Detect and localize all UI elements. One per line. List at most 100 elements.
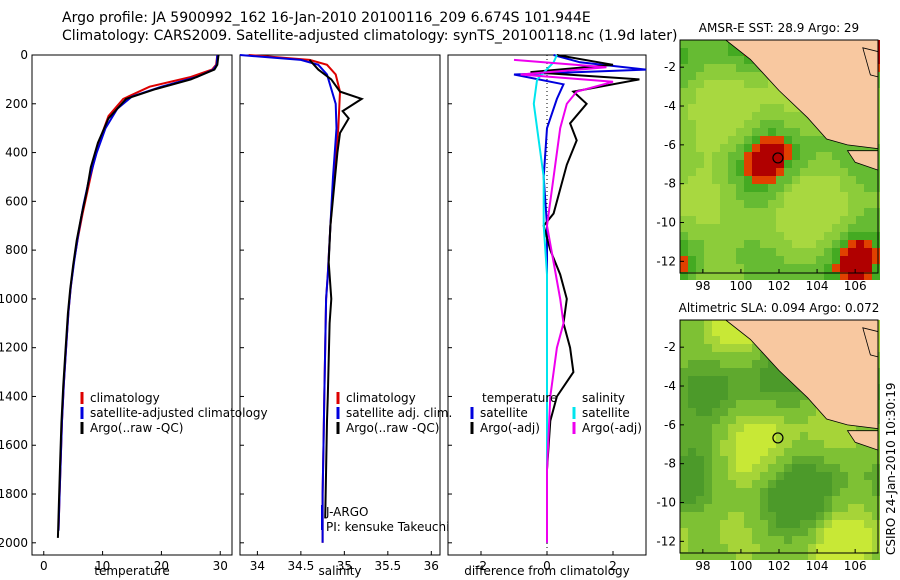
map-cell bbox=[752, 264, 760, 272]
map-cell bbox=[696, 200, 704, 208]
map-cell bbox=[784, 208, 792, 216]
map-cell bbox=[792, 504, 800, 512]
map-cell bbox=[680, 408, 688, 416]
map-cell bbox=[744, 232, 752, 240]
map-cell bbox=[696, 520, 704, 528]
map-cell bbox=[784, 128, 792, 136]
map-cell bbox=[712, 224, 720, 232]
map-cell bbox=[760, 80, 768, 88]
map-cell bbox=[752, 112, 760, 120]
map-cell bbox=[680, 152, 688, 160]
map-cell bbox=[768, 440, 776, 448]
map-cell bbox=[768, 176, 776, 184]
map-cell bbox=[816, 432, 824, 440]
map-cell bbox=[712, 272, 720, 280]
map-cell bbox=[680, 464, 688, 472]
map-cell bbox=[736, 472, 744, 480]
map-cell bbox=[832, 192, 840, 200]
map-cell bbox=[728, 520, 736, 528]
map-cell bbox=[808, 152, 816, 160]
map-cell bbox=[688, 376, 696, 384]
map-cell bbox=[816, 272, 824, 280]
map-cell bbox=[696, 72, 704, 80]
map-cell bbox=[864, 552, 872, 560]
map-cell bbox=[704, 344, 712, 352]
map-cell bbox=[800, 208, 808, 216]
x-tick-label: 100 bbox=[729, 279, 752, 293]
map-cell bbox=[688, 56, 696, 64]
map-cell bbox=[744, 240, 752, 248]
map-cell bbox=[688, 448, 696, 456]
map-cell bbox=[824, 184, 832, 192]
x-axis-label: salinity bbox=[318, 564, 361, 578]
map-cell bbox=[824, 432, 832, 440]
map-title: AMSR-E SST: 28.9 Argo: 29 bbox=[699, 21, 859, 35]
map-cell bbox=[688, 72, 696, 80]
map-cell bbox=[832, 216, 840, 224]
map-cell bbox=[792, 536, 800, 544]
map-cell bbox=[800, 440, 808, 448]
map-cell bbox=[752, 192, 760, 200]
map-cell bbox=[832, 456, 840, 464]
map-cell bbox=[760, 464, 768, 472]
map-cell bbox=[760, 384, 768, 392]
map-cell bbox=[768, 120, 776, 128]
map-cell bbox=[760, 432, 768, 440]
map-cell bbox=[728, 392, 736, 400]
map-cell bbox=[848, 168, 856, 176]
map-cell bbox=[760, 392, 768, 400]
plot-frame-2 bbox=[239, 54, 441, 556]
map-cell bbox=[776, 496, 784, 504]
map-cell bbox=[688, 368, 696, 376]
map-cell bbox=[784, 400, 792, 408]
map-cell bbox=[680, 360, 688, 368]
map-cell bbox=[744, 176, 752, 184]
map-cell bbox=[784, 104, 792, 112]
map-cell bbox=[776, 512, 784, 520]
map-cell bbox=[840, 528, 848, 536]
map-cell bbox=[784, 528, 792, 536]
legend-entry: Argo(..raw -QC) bbox=[90, 421, 183, 435]
map-cell bbox=[808, 232, 816, 240]
map-cell bbox=[752, 464, 760, 472]
map-cell bbox=[768, 208, 776, 216]
map-cell bbox=[808, 496, 816, 504]
map-cell bbox=[760, 424, 768, 432]
map-cell bbox=[744, 160, 752, 168]
map-cell bbox=[704, 120, 712, 128]
map-cell bbox=[768, 96, 776, 104]
map-cell bbox=[856, 456, 864, 464]
map-cell bbox=[792, 464, 800, 472]
y-tick-label: -12 bbox=[656, 254, 676, 268]
map-cell bbox=[696, 144, 704, 152]
map-cell bbox=[808, 136, 816, 144]
map-cell bbox=[800, 432, 808, 440]
map-cell bbox=[848, 264, 856, 272]
map-cell bbox=[704, 376, 712, 384]
map-cell bbox=[760, 104, 768, 112]
map-cell bbox=[864, 208, 872, 216]
map-cell bbox=[688, 160, 696, 168]
map-cell bbox=[784, 424, 792, 432]
map-cell bbox=[736, 272, 744, 280]
x-tick-label: -2 bbox=[475, 559, 487, 573]
map-cell bbox=[752, 488, 760, 496]
map-cell bbox=[848, 544, 856, 552]
map-cell bbox=[704, 248, 712, 256]
map-cell bbox=[688, 344, 696, 352]
map-2 bbox=[680, 319, 880, 560]
map-cell bbox=[792, 520, 800, 528]
map-cell bbox=[728, 96, 736, 104]
map-cell bbox=[856, 176, 864, 184]
map-cell bbox=[688, 136, 696, 144]
map-cell bbox=[752, 80, 760, 88]
map-cell bbox=[680, 472, 688, 480]
map-cell bbox=[696, 456, 704, 464]
map-cell bbox=[792, 408, 800, 416]
map-cell bbox=[720, 128, 728, 136]
y-tick-label: 400 bbox=[5, 146, 28, 160]
map-cell bbox=[720, 256, 728, 264]
map-cell bbox=[760, 376, 768, 384]
x-tick-label: 98 bbox=[695, 559, 710, 573]
map-cell bbox=[704, 352, 712, 360]
